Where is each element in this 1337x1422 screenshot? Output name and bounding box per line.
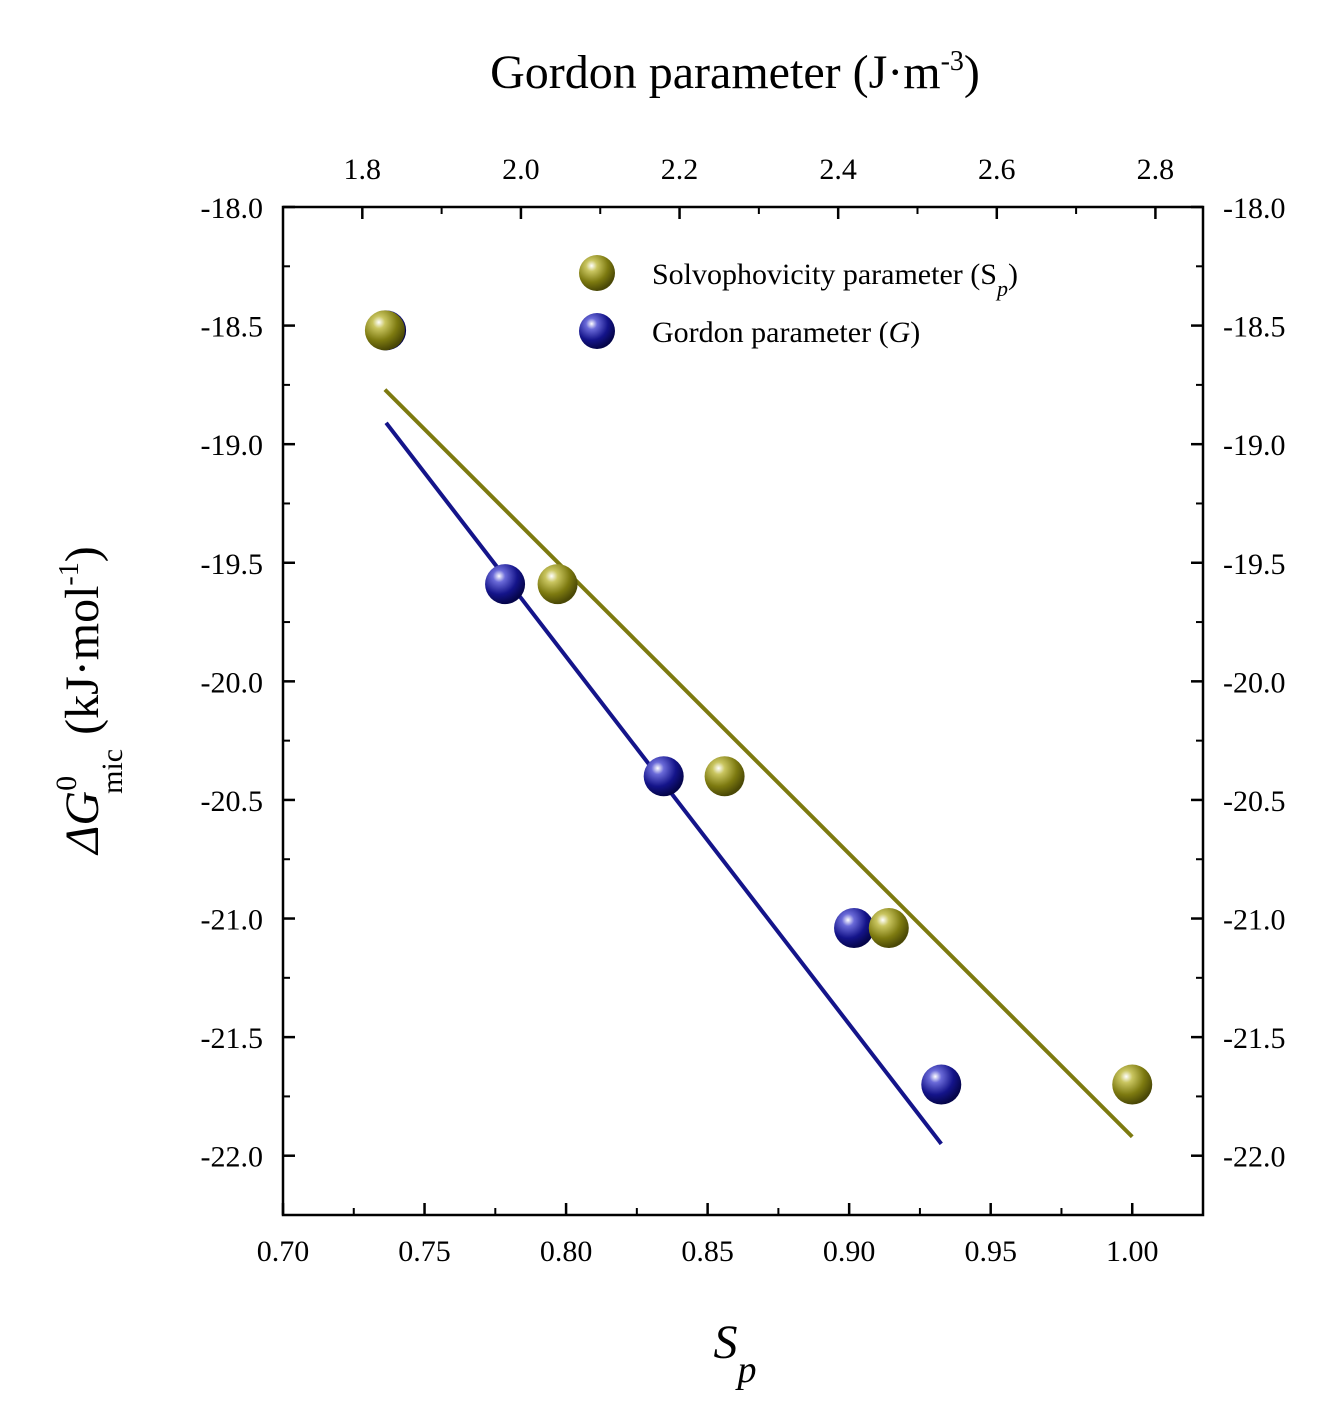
y-tick-label: -19.0	[201, 429, 264, 462]
y-tick-label: -21.0	[201, 904, 264, 937]
y-tick-label-right: -22.0	[1223, 1141, 1286, 1174]
fit-line-solvophovicity	[383, 388, 1134, 1139]
y-tick-label: -18.5	[201, 311, 264, 344]
point-gordon	[834, 908, 875, 949]
y-tick-label-right: -19.5	[1223, 548, 1286, 581]
x-tick-label: 0.70	[257, 1235, 310, 1268]
point-gordon	[485, 564, 526, 605]
y-tick-label: -20.5	[201, 785, 264, 818]
x2-tick-label: 2.4	[819, 153, 857, 186]
y-tick-label: -20.0	[201, 666, 264, 699]
x-tick-label: 0.95	[964, 1235, 1017, 1268]
legend-label-gordon: Gordon parameter (G)	[652, 316, 920, 349]
legend-marker-gordon	[579, 313, 615, 349]
x-tick-label: 0.90	[823, 1235, 876, 1268]
legend: Solvophovicity parameter (Sp) Gordon par…	[579, 255, 1018, 349]
point-solvophovicity	[537, 564, 578, 605]
x-tick-label: 0.75	[398, 1235, 451, 1268]
point-gordon	[643, 756, 684, 797]
y-tick-label: -18.0	[201, 192, 264, 225]
x-axis-title: Sp	[714, 1316, 757, 1391]
y-tick-label-right: -21.0	[1223, 904, 1286, 937]
y-tick-label: -19.5	[201, 548, 264, 581]
x2-tick-label: 2.0	[502, 153, 540, 186]
legend-marker-solvophovicity	[579, 255, 615, 291]
y-tick-label-right: -18.5	[1223, 311, 1286, 344]
y-tick-label-right: -20.0	[1223, 666, 1286, 699]
point-solvophovicity	[364, 310, 405, 351]
legend-label-solvophovicity: Solvophovicity parameter (Sp)	[652, 258, 1018, 301]
point-solvophovicity	[1112, 1064, 1153, 1105]
y-tick-label-right: -20.5	[1223, 785, 1286, 818]
x-tick-label: 0.85	[681, 1235, 734, 1268]
x2-tick-label: 1.8	[344, 153, 382, 186]
x-axis-bottom: 0.70 0.75 0.80 0.85 0.90 0.95 1.00	[257, 1203, 1159, 1268]
x2-tick-label: 2.6	[978, 153, 1016, 186]
x-tick-label: 1.00	[1106, 1235, 1159, 1268]
x-axis-top: 1.8 2.0 2.2 2.4 2.6 2.8	[344, 153, 1175, 219]
x2-tick-label: 2.2	[661, 153, 699, 186]
fit-lines	[383, 388, 1134, 1146]
x2-tick-label: 2.8	[1137, 153, 1175, 186]
data-points	[364, 310, 1153, 1105]
y-axis-left: -18.0 -18.5 -19.0 -19.5 -20.0 -20.5 -21.0 -21.5…	[201, 192, 295, 1216]
point-solvophovicity	[704, 756, 745, 797]
plot-frame	[281, 205, 1205, 1217]
y-tick-label: -21.5	[201, 1022, 264, 1055]
y-axis-right: -18.0 -18.5 -19.0 -19.5 -20.0 -20.5 -21.0 -21.5…	[1191, 192, 1286, 1216]
y-tick-label-right: -19.0	[1223, 429, 1286, 462]
x-tick-label: 0.80	[540, 1235, 593, 1268]
point-gordon	[921, 1064, 962, 1105]
y-tick-label-right: -21.5	[1223, 1022, 1286, 1055]
y-tick-label: -22.0	[201, 1141, 264, 1174]
x2-axis-title: Gordon parameter (J·m-3)	[490, 46, 980, 99]
y-tick-label-right: -18.0	[1223, 192, 1286, 225]
y-axis-title: ΔG0 mic(kJ·mol-1)	[50, 546, 129, 855]
point-solvophovicity	[868, 908, 909, 949]
